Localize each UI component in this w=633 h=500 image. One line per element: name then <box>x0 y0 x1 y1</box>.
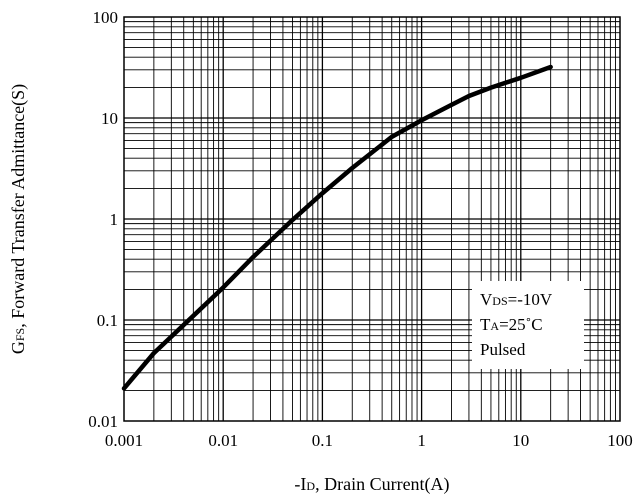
x-tick-label: 1 <box>417 431 426 450</box>
x-tick-labels: 0.001 0.01 0.1 1 10 100 <box>105 431 633 450</box>
x-tick-label: 100 <box>607 431 633 450</box>
x-tick-label: 10 <box>512 431 529 450</box>
annotation-line-ta: TA=25˚C <box>480 315 543 334</box>
y-tick-label: 10 <box>101 109 118 128</box>
x-axis-title: -ID, Drain Current(A) <box>294 474 449 495</box>
y-tick-label: 0.1 <box>97 311 118 330</box>
condition-annotation: VDS=-10V TA=25˚C Pulsed <box>472 281 584 369</box>
annotation-line-pulsed: Pulsed <box>480 340 526 359</box>
annotation-line-vds: VDS=-10V <box>480 290 553 309</box>
x-tick-label: 0.1 <box>312 431 333 450</box>
y-tick-label: 1 <box>110 210 119 229</box>
plot-frame <box>123 16 621 422</box>
y-tick-label: 0.01 <box>88 412 118 431</box>
y-tick-label: 100 <box>93 8 119 27</box>
x-tick-label: 0.001 <box>105 431 143 450</box>
y-tick-labels: 0.01 0.1 1 10 100 <box>88 8 118 431</box>
series-line <box>121 64 553 391</box>
curve-layer <box>121 64 553 391</box>
y-axis-title: GFS, Forward Transfer Admittance(S) <box>8 84 29 354</box>
annotation-box <box>472 281 584 369</box>
x-tick-label: 0.01 <box>208 431 238 450</box>
